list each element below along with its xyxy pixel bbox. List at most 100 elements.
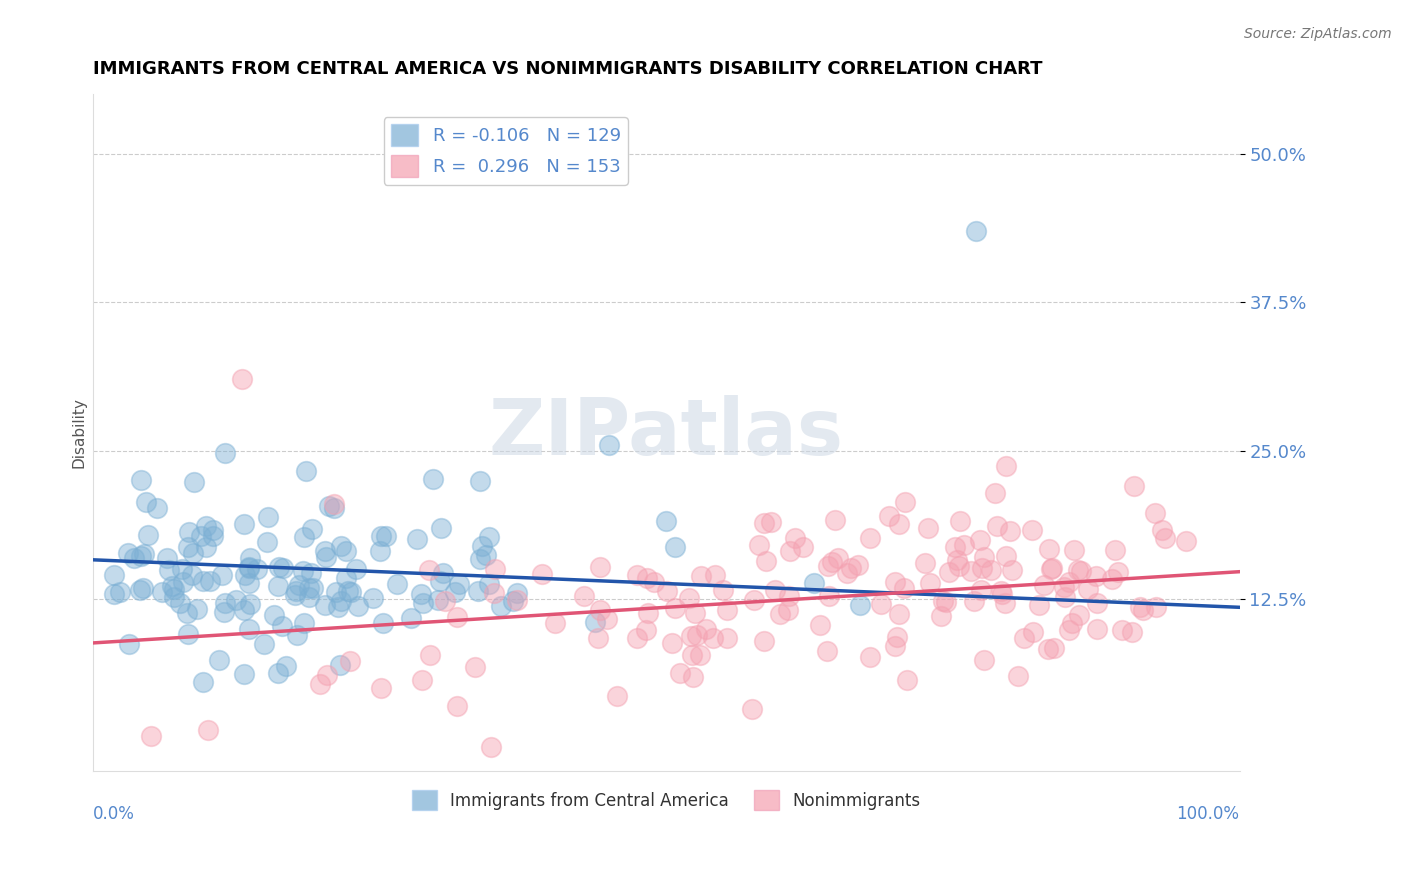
Point	[963, 593, 986, 607]
Point	[598, 437, 620, 451]
Point	[990, 584, 1012, 599]
Point	[339, 585, 361, 599]
Point	[399, 610, 422, 624]
Point	[655, 583, 678, 598]
Point	[406, 532, 429, 546]
Point	[1039, 562, 1062, 576]
Point	[422, 472, 444, 486]
Point	[197, 723, 219, 737]
Point	[1067, 608, 1090, 623]
Point	[157, 563, 180, 577]
Point	[815, 644, 838, 658]
Text: 0.0%: 0.0%	[93, 805, 135, 823]
Point	[681, 630, 703, 644]
Point	[690, 569, 713, 583]
Point	[270, 618, 292, 632]
Point	[128, 583, 150, 598]
Point	[103, 567, 125, 582]
Point	[238, 561, 260, 575]
Point	[869, 597, 891, 611]
Point	[1028, 598, 1050, 612]
Point	[207, 653, 229, 667]
Point	[704, 568, 727, 582]
Point	[938, 565, 960, 579]
Point	[1043, 640, 1066, 655]
Point	[755, 554, 778, 568]
Point	[1070, 564, 1092, 578]
Point	[152, 585, 174, 599]
Point	[595, 612, 617, 626]
Text: IMMIGRANTS FROM CENTRAL AMERICA VS NONIMMIGRANTS DISABILITY CORRELATION CHART: IMMIGRANTS FROM CENTRAL AMERICA VS NONIM…	[93, 60, 1043, 78]
Point	[817, 558, 839, 573]
Text: 100.0%: 100.0%	[1177, 805, 1240, 823]
Point	[544, 615, 567, 630]
Point	[1132, 602, 1154, 616]
Point	[374, 529, 396, 543]
Point	[1063, 543, 1085, 558]
Point	[681, 648, 703, 662]
Point	[664, 601, 686, 615]
Point	[884, 639, 907, 653]
Point	[1054, 590, 1077, 604]
Point	[139, 729, 162, 743]
Point	[295, 464, 318, 478]
Point	[1001, 563, 1024, 577]
Text: ZIPatlas: ZIPatlas	[489, 395, 844, 471]
Point	[986, 518, 1008, 533]
Point	[183, 475, 205, 490]
Point	[896, 673, 918, 688]
Point	[929, 608, 952, 623]
Point	[368, 544, 391, 558]
Point	[193, 674, 215, 689]
Point	[412, 596, 434, 610]
Point	[177, 524, 200, 539]
Point	[949, 514, 972, 528]
Point	[1040, 561, 1063, 575]
Point	[1143, 507, 1166, 521]
Point	[299, 566, 322, 580]
Point	[325, 585, 347, 599]
Point	[763, 582, 786, 597]
Point	[370, 529, 392, 543]
Point	[335, 570, 357, 584]
Point	[848, 598, 870, 612]
Point	[267, 560, 290, 574]
Point	[1144, 600, 1167, 615]
Point	[267, 579, 290, 593]
Point	[429, 574, 451, 588]
Point	[238, 560, 260, 574]
Point	[479, 740, 502, 755]
Point	[292, 530, 315, 544]
Point	[118, 637, 141, 651]
Point	[190, 529, 212, 543]
Point	[193, 574, 215, 589]
Point	[803, 576, 825, 591]
Point	[889, 607, 911, 621]
Point	[468, 552, 491, 566]
Text: Source: ZipAtlas.com: Source: ZipAtlas.com	[1244, 27, 1392, 41]
Point	[994, 596, 1017, 610]
Point	[969, 533, 991, 547]
Point	[183, 545, 205, 559]
Point	[785, 532, 807, 546]
Point	[752, 633, 775, 648]
Point	[588, 631, 610, 645]
Point	[301, 522, 323, 536]
Point	[467, 583, 489, 598]
Point	[824, 513, 846, 527]
Point	[917, 521, 939, 535]
Point	[271, 561, 294, 575]
Point	[643, 574, 665, 589]
Point	[235, 567, 257, 582]
Point	[145, 501, 167, 516]
Point	[132, 581, 155, 595]
Point	[1085, 622, 1108, 636]
Point	[1129, 599, 1152, 614]
Point	[297, 582, 319, 596]
Point	[198, 574, 221, 588]
Point	[689, 648, 711, 663]
Point	[695, 622, 717, 636]
Point	[1104, 543, 1126, 558]
Y-axis label: Disability: Disability	[72, 397, 86, 468]
Point	[654, 515, 676, 529]
